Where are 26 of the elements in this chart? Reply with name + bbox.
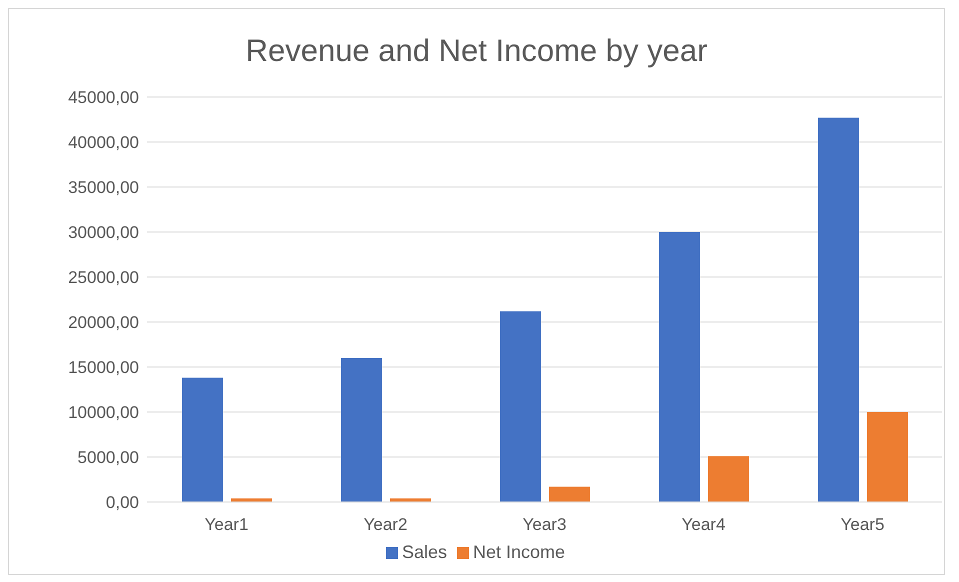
- bar: [818, 118, 859, 502]
- legend-label: Sales: [402, 542, 447, 562]
- bar: [658, 232, 700, 502]
- bar: [500, 311, 541, 502]
- y-tick-label: 10000,00: [68, 403, 139, 422]
- x-tick-label: Year4: [682, 515, 726, 534]
- y-tick-label: 25000,00: [68, 268, 139, 288]
- y-tick-label: 40000,00: [68, 133, 139, 152]
- y-tick-label: 15000,00: [68, 358, 139, 378]
- chart-title: Revenue and Net Income by year: [244, 33, 708, 70]
- y-tick-label: 45000,00: [68, 88, 139, 108]
- x-tick-label: Year2: [364, 515, 408, 534]
- bar: [340, 358, 382, 502]
- bar: [548, 486, 590, 502]
- x-tick-label: Year1: [204, 515, 248, 534]
- y-tick-label: 5000,00: [78, 448, 139, 468]
- bar: [866, 412, 908, 502]
- y-tick-label: 35000,00: [68, 178, 139, 198]
- y-tick-label: 0,00: [106, 493, 139, 512]
- y-tick-label: 20000,00: [68, 313, 139, 332]
- bar: [182, 378, 223, 502]
- x-tick-label: Year3: [522, 515, 566, 534]
- legend-label: Net Income: [472, 542, 566, 562]
- bar: [708, 456, 749, 502]
- x-tick-label: Year5: [840, 515, 884, 534]
- y-tick-label: 30000,00: [68, 223, 139, 242]
